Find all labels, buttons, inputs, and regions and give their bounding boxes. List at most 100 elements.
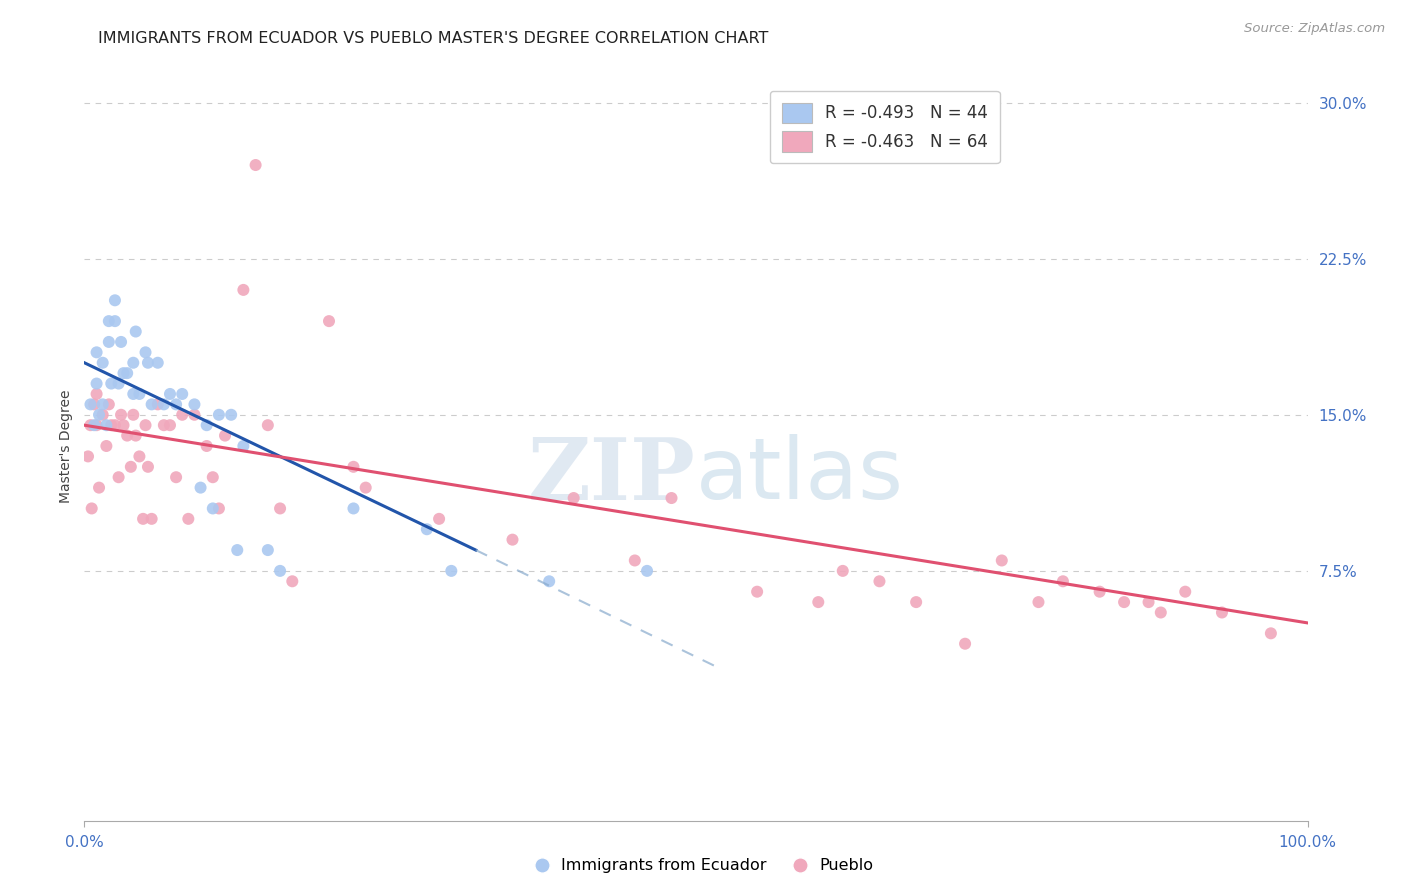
Point xyxy=(112,418,135,433)
Point xyxy=(128,387,150,401)
Point xyxy=(991,553,1014,567)
Point xyxy=(122,387,145,401)
Point xyxy=(96,439,118,453)
Point xyxy=(97,314,120,328)
Point xyxy=(232,283,254,297)
Point xyxy=(86,387,108,401)
Point xyxy=(110,408,132,422)
Point xyxy=(107,376,129,391)
Point xyxy=(1211,606,1233,620)
Point xyxy=(100,376,122,391)
Point xyxy=(87,481,110,495)
Point xyxy=(96,418,118,433)
Point xyxy=(354,481,377,495)
Point xyxy=(97,334,120,349)
Point xyxy=(104,293,127,308)
Point xyxy=(91,356,114,370)
Point xyxy=(342,501,364,516)
Point xyxy=(153,418,176,433)
Text: ZIP: ZIP xyxy=(529,434,696,518)
Point xyxy=(172,408,194,422)
Point xyxy=(115,366,138,380)
Point xyxy=(146,397,169,411)
Point xyxy=(112,366,135,380)
Point xyxy=(86,345,108,359)
Point xyxy=(624,553,647,567)
Point xyxy=(1174,584,1197,599)
Point xyxy=(1114,595,1136,609)
Point xyxy=(440,564,463,578)
Point xyxy=(122,356,145,370)
Point xyxy=(427,512,450,526)
Point xyxy=(83,397,105,411)
Point xyxy=(226,543,249,558)
Point xyxy=(1260,626,1282,640)
Point xyxy=(136,459,159,474)
Point xyxy=(120,459,142,474)
Point xyxy=(110,334,132,349)
Point xyxy=(636,564,658,578)
Point xyxy=(257,418,280,433)
Point xyxy=(747,584,769,599)
Point xyxy=(183,408,205,422)
Point xyxy=(125,428,148,442)
Point xyxy=(219,408,242,422)
Legend: R = -0.493   N = 44, R = -0.463   N = 64: R = -0.493 N = 44, R = -0.463 N = 64 xyxy=(770,91,1000,163)
Point xyxy=(1150,606,1173,620)
Point xyxy=(86,376,108,391)
Point xyxy=(141,397,163,411)
Point xyxy=(1137,595,1160,609)
Point xyxy=(165,397,187,411)
Point xyxy=(104,418,127,433)
Point xyxy=(104,314,127,328)
Point xyxy=(195,418,218,433)
Point xyxy=(165,470,187,484)
Point xyxy=(183,397,205,411)
Point xyxy=(269,564,291,578)
Point xyxy=(107,470,129,484)
Point xyxy=(87,408,110,422)
Point xyxy=(281,574,304,589)
Point xyxy=(208,501,231,516)
Point xyxy=(77,450,100,464)
Point xyxy=(232,439,254,453)
Text: IMMIGRANTS FROM ECUADOR VS PUEBLO MASTER'S DEGREE CORRELATION CHART: IMMIGRANTS FROM ECUADOR VS PUEBLO MASTER… xyxy=(98,31,769,46)
Point xyxy=(100,418,122,433)
Point xyxy=(159,418,181,433)
Point xyxy=(831,564,853,578)
Point xyxy=(136,356,159,370)
Point xyxy=(141,512,163,526)
Point xyxy=(245,158,267,172)
Point xyxy=(97,397,120,411)
Point xyxy=(135,418,157,433)
Point xyxy=(201,501,224,516)
Point xyxy=(115,428,138,442)
Point xyxy=(135,345,157,359)
Point xyxy=(86,418,108,433)
Point xyxy=(91,408,114,422)
Point xyxy=(257,543,280,558)
Point xyxy=(869,574,891,589)
Point xyxy=(132,512,155,526)
Point xyxy=(1088,584,1111,599)
Point xyxy=(125,325,148,339)
Legend: Immigrants from Ecuador, Pueblo: Immigrants from Ecuador, Pueblo xyxy=(526,852,880,880)
Point xyxy=(91,397,114,411)
Point xyxy=(146,356,169,370)
Y-axis label: Master's Degree: Master's Degree xyxy=(59,389,73,503)
Text: atlas: atlas xyxy=(696,434,904,517)
Point xyxy=(269,501,291,516)
Point xyxy=(1028,595,1050,609)
Point xyxy=(905,595,928,609)
Point xyxy=(159,387,181,401)
Point xyxy=(807,595,830,609)
Point xyxy=(177,512,200,526)
Point xyxy=(661,491,683,505)
Point xyxy=(342,459,364,474)
Point xyxy=(953,637,976,651)
Point xyxy=(538,574,561,589)
Point xyxy=(195,439,218,453)
Point xyxy=(214,428,236,442)
Point xyxy=(208,408,231,422)
Point xyxy=(1052,574,1074,589)
